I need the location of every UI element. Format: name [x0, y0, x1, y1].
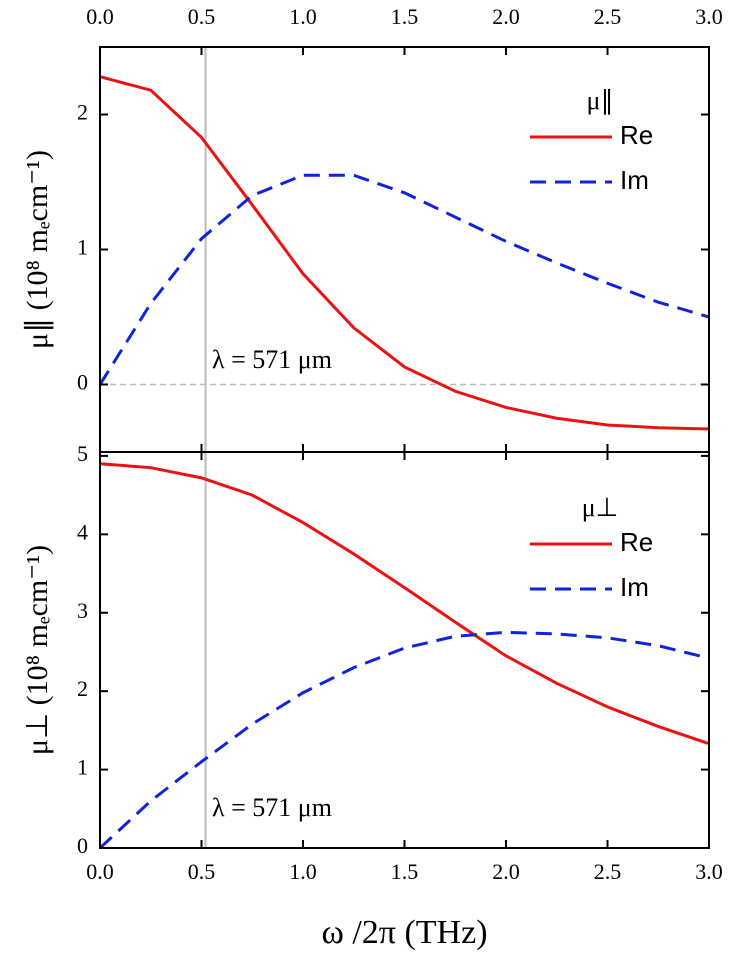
y-tick-label: 5	[77, 441, 88, 466]
x-tick-label: 1.5	[391, 4, 419, 29]
legend-label: Re	[620, 527, 653, 557]
y-tick-label: 0	[77, 833, 88, 858]
series-line	[98, 630, 710, 850]
annotation: λ = 571 μm	[212, 793, 332, 822]
x-tick-label: 1.5	[391, 859, 419, 884]
x-tick-label: 2.5	[594, 4, 622, 29]
series-line	[98, 173, 710, 386]
series-line	[99, 75, 710, 431]
x-tick-label: 2.5	[594, 859, 622, 884]
series-line	[99, 462, 710, 746]
legend-label: Re	[620, 120, 653, 150]
x-tick-label: 3.0	[695, 4, 723, 29]
x-tick-label: 0.5	[188, 4, 216, 29]
x-tick-label: 0.0	[86, 4, 114, 29]
y-tick-label: 4	[77, 519, 88, 544]
x-tick-label: 2.0	[492, 4, 520, 29]
legend-title: μ∥	[587, 86, 614, 115]
y-axis-label: μ∥ (10⁸ mₑcm⁻¹)	[21, 150, 54, 349]
x-tick-label: 2.0	[492, 859, 520, 884]
x-axis-label: ω /2π (THz)	[321, 914, 487, 951]
x-tick-label: 0.0	[86, 859, 114, 884]
x-tick-label: 1.0	[289, 4, 317, 29]
x-tick-label: 1.0	[289, 859, 317, 884]
legend-title: μ⊥	[582, 493, 619, 522]
y-axis-label: μ⊥ (10⁸ mₑcm⁻¹)	[21, 545, 54, 755]
y-tick-label: 3	[77, 598, 88, 623]
x-tick-label: 3.0	[695, 859, 723, 884]
x-tick-label: 0.5	[188, 859, 216, 884]
y-tick-label: 1	[77, 755, 88, 780]
y-tick-label: 0	[77, 370, 88, 395]
legend-label: Im	[620, 572, 649, 602]
y-tick-label: 2	[77, 676, 88, 701]
y-tick-label: 1	[77, 235, 88, 260]
annotation: λ = 571 μm	[212, 345, 332, 374]
legend-label: Im	[620, 165, 649, 195]
y-tick-label: 2	[77, 100, 88, 125]
